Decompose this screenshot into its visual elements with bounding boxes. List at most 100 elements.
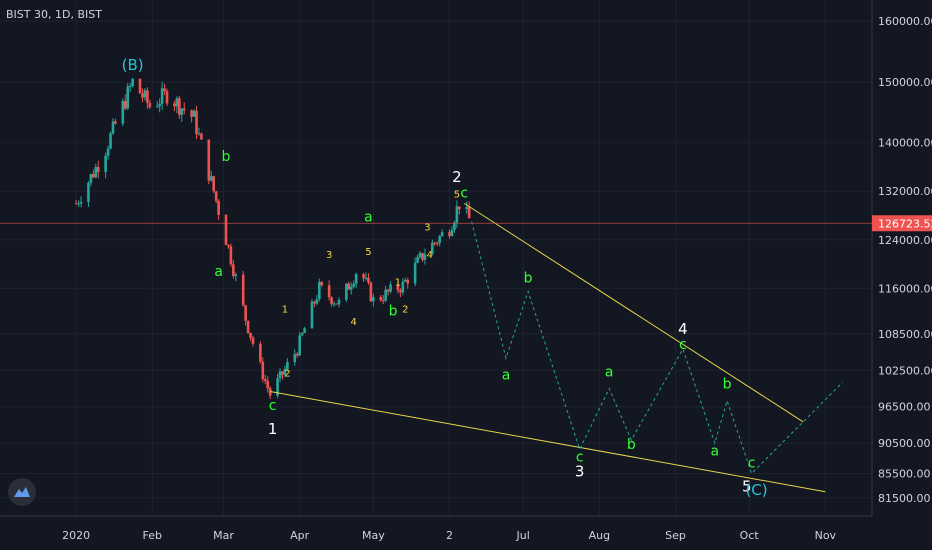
y-tick-label: 140000.00	[878, 137, 932, 150]
candle-body	[74, 203, 78, 205]
candle-body	[123, 100, 127, 109]
wave-label: c	[460, 185, 468, 201]
candle-body	[313, 301, 316, 304]
symbol-header: BIST 30, 1D, BIST	[6, 8, 102, 21]
wave-label: 2	[402, 305, 408, 316]
candle-body	[224, 214, 228, 245]
candle-body	[423, 254, 427, 260]
candle-body	[440, 232, 444, 237]
candle-body	[389, 284, 392, 292]
candle-body	[465, 206, 469, 210]
trend-line	[270, 391, 826, 493]
current-price-tag	[872, 215, 932, 232]
candle-body	[217, 200, 220, 215]
candle-body	[403, 279, 407, 282]
wave-label: 1	[395, 277, 401, 288]
wave-label: b	[389, 304, 398, 320]
candle-body	[160, 88, 164, 104]
candle-body	[148, 102, 152, 108]
wave-label: 2	[452, 168, 462, 186]
candle-body	[163, 88, 166, 91]
candle-body	[178, 98, 181, 115]
wave-label: c	[748, 455, 756, 471]
wave-label: 5	[454, 189, 460, 200]
candle-body	[453, 222, 456, 230]
candle-body	[121, 100, 125, 124]
candle-body	[261, 361, 265, 380]
y-tick-label: 160000.00	[878, 15, 932, 28]
candle-body	[77, 203, 80, 205]
wave-label: 1	[282, 305, 288, 316]
candle-body	[259, 343, 262, 362]
candle-body	[450, 229, 454, 237]
wave-label: b	[524, 270, 533, 286]
candle-body	[244, 305, 247, 321]
candle-body	[347, 283, 351, 290]
candle-body	[246, 320, 250, 333]
trend-line	[463, 202, 804, 423]
candle-body	[399, 290, 402, 293]
candle-body	[396, 284, 400, 291]
candle-body	[352, 283, 356, 287]
candle-body	[379, 297, 383, 301]
candle-body	[413, 262, 417, 284]
candle-body	[438, 236, 441, 243]
projection-line	[471, 221, 843, 475]
wave-label: b	[627, 437, 636, 453]
candle-body	[229, 246, 233, 265]
candle-body	[431, 242, 434, 255]
candle-body	[212, 176, 216, 192]
wave-label: 4	[427, 250, 433, 261]
candle-body	[111, 121, 115, 134]
candle-body	[141, 93, 144, 98]
candle-body	[337, 299, 341, 305]
wave-label: 5	[742, 478, 752, 496]
x-tick-label: Jul	[516, 529, 530, 542]
candle-body	[94, 166, 98, 178]
candle-body	[227, 244, 230, 247]
candle-body	[367, 277, 370, 283]
y-tick-label: 132000.00	[878, 185, 932, 198]
candle-body	[467, 206, 471, 219]
candle-body	[79, 201, 83, 204]
candle-body	[182, 108, 186, 111]
x-tick-label: 2020	[62, 529, 90, 542]
candle-body	[315, 299, 319, 304]
candle-body	[190, 110, 193, 117]
candle-body	[146, 90, 149, 103]
candle-body	[131, 78, 134, 86]
x-tick-label: Apr	[290, 529, 310, 542]
x-tick-label: Oct	[740, 529, 760, 542]
candle-body	[106, 148, 110, 156]
tradingview-logo[interactable]	[8, 478, 36, 506]
projection-path	[471, 221, 843, 475]
current-price-label: 126723.52	[878, 217, 932, 230]
candle-body	[200, 133, 203, 140]
candle-body	[276, 378, 279, 396]
candle-body	[281, 371, 284, 375]
wave-label: 5	[365, 247, 371, 258]
candle-body	[114, 121, 117, 124]
candle-body	[458, 206, 461, 210]
candle-body	[310, 301, 314, 329]
y-tick-label: 90500.00	[878, 437, 931, 450]
wave-label: (C)	[745, 481, 767, 499]
wave-label: a	[605, 364, 614, 380]
candle-body	[416, 257, 419, 263]
candle-body	[401, 281, 405, 293]
y-tick-label: 96500.00	[878, 401, 931, 414]
wave-label: c	[679, 337, 687, 353]
candle-body	[435, 242, 439, 244]
candle-body	[372, 297, 375, 302]
candle-body	[332, 303, 336, 305]
candle-body	[96, 166, 100, 172]
x-tick-label: Sep	[665, 529, 686, 542]
candle-body	[214, 191, 218, 201]
candle-body	[263, 379, 267, 381]
wave-label: c	[269, 398, 277, 414]
candle-body	[421, 253, 424, 260]
candle-body	[369, 282, 373, 302]
